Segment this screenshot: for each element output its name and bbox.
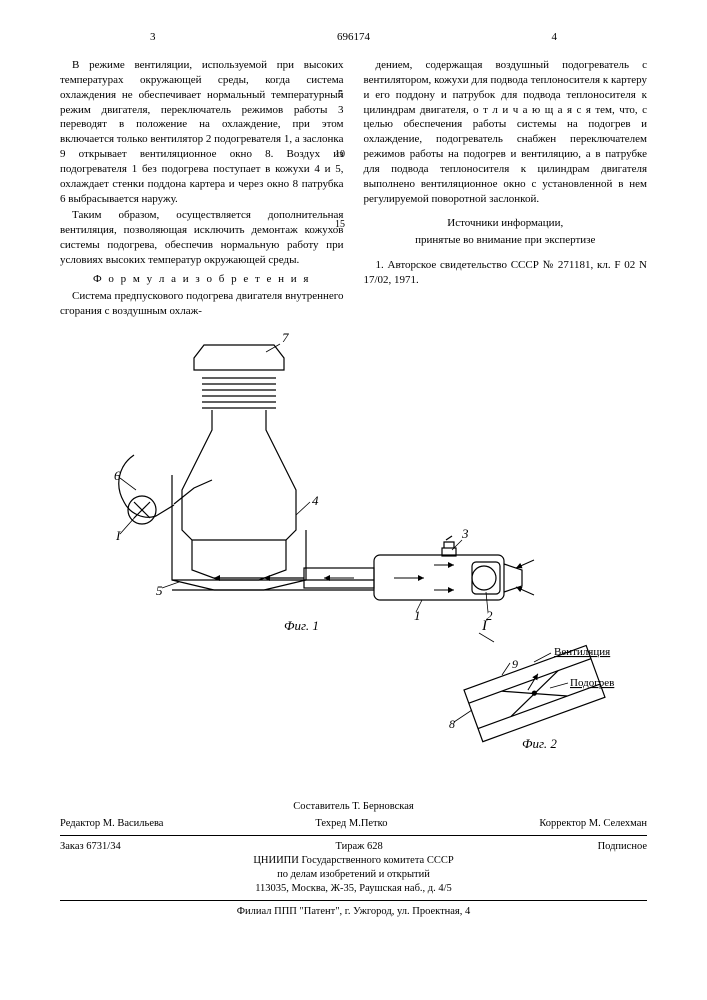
address: 113035, Москва, Ж-35, Раушская наб., д. … (60, 882, 647, 896)
editor: Редактор М. Васильева (60, 817, 163, 831)
techred: Техред М.Петко (315, 817, 387, 831)
paragraph: Система предпускового подогрева двигател… (60, 289, 344, 319)
heat-label: Подогрев (570, 677, 614, 689)
page-number-right: 4 (552, 30, 558, 45)
callout-7: 7 (282, 330, 289, 345)
fig1-label: Фиг. 1 (284, 618, 319, 633)
paragraph: Таким образом, осуществляется дополнител… (60, 208, 344, 267)
callout-5: 5 (156, 583, 163, 598)
divider (60, 900, 647, 901)
page-header: 3 696174 4 (60, 30, 647, 50)
right-column: дением, содержащая воздушный подогревате… (364, 58, 648, 320)
divider (60, 835, 647, 836)
callout-9: 9 (512, 657, 518, 671)
print-run: Тираж 628 (335, 840, 382, 854)
claims-title: Ф о р м у л а и з о б р е т е н и я (60, 272, 344, 287)
callout-label-I: I (115, 528, 121, 543)
fig2-label: Фиг. 2 (522, 736, 557, 751)
section-I-title: I (481, 618, 488, 634)
subscription: Подписное (598, 840, 647, 854)
line-number-10: 10 (335, 148, 345, 162)
two-column-text: В режиме вентиляции, используемой при вы… (60, 58, 647, 320)
patent-page: 3 696174 4 5 10 15 В режиме вентиляции, … (0, 0, 707, 1000)
reference-item: 1. Авторское свидетельство СССР № 271181… (364, 258, 648, 288)
vent-label: Вентиляция (554, 646, 610, 658)
organization-2: по делам изобретений и открытий (60, 868, 647, 882)
callout-2: 2 (486, 608, 493, 623)
compiler: Составитель Т. Берновская (60, 800, 647, 814)
callout-6: 6 (114, 468, 121, 483)
branch-office: Филиал ППП "Патент", г. Ужгород, ул. Про… (60, 905, 647, 919)
page-number-left: 3 (150, 30, 156, 45)
sources-subtitle: принятые во внимание при экспертизе (364, 233, 648, 248)
order-number: Заказ 6731/34 (60, 840, 121, 854)
callout-3: 3 (461, 526, 469, 541)
organization-1: ЦНИИПИ Государственного комитета СССР (60, 854, 647, 868)
paragraph: дением, содержащая воздушный подогревате… (364, 58, 648, 206)
technical-figures: 7 6 I 4 5 1 2 3 Фиг. 1 Фиг. 2 I Вентиляц… (60, 330, 647, 770)
corrector: Корректор М. Селехман (539, 817, 647, 831)
paragraph: В режиме вентиляции, используемой при вы… (60, 58, 344, 206)
callout-4: 4 (312, 493, 319, 508)
line-number-5: 5 (338, 88, 343, 102)
callout-8: 8 (449, 717, 455, 731)
patent-number: 696174 (337, 30, 370, 45)
publication-credits: Составитель Т. Берновская Редактор М. Ва… (60, 800, 647, 919)
left-column: В режиме вентиляции, используемой при вы… (60, 58, 344, 320)
engine-diagram: 7 6 I 4 5 1 2 3 Фиг. 1 Фиг. 2 I Вентиляц… (84, 330, 624, 770)
line-number-15: 15 (335, 218, 345, 232)
sources-title: Источники информации, (364, 216, 648, 231)
